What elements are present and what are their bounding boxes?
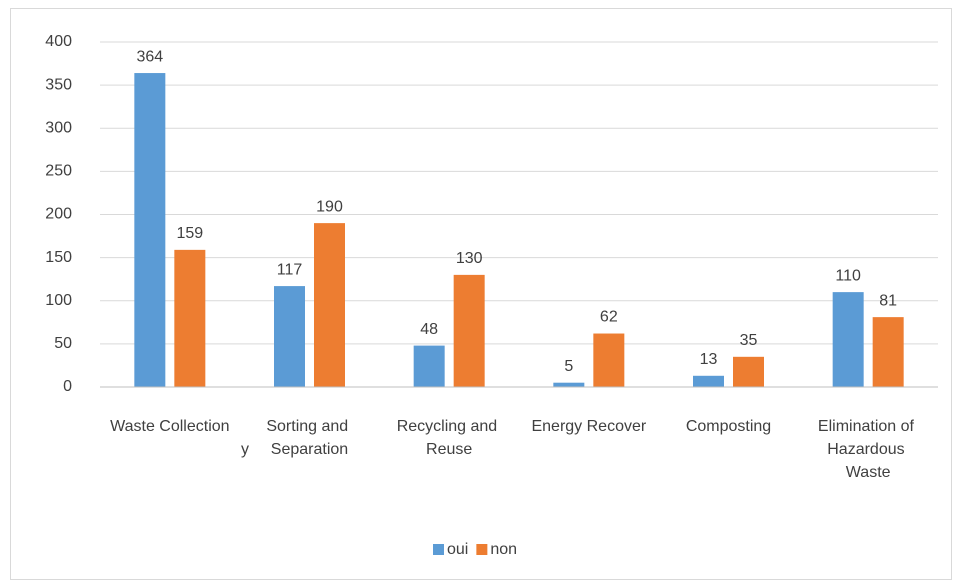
data-label: 35 [740,332,758,349]
bar [314,223,345,387]
x-tick-label-line: Reuse [426,441,472,458]
y-tick-label: 400 [45,33,72,50]
data-label: 5 [564,358,573,375]
bar [733,356,764,387]
bar [693,375,724,387]
bar [553,382,585,387]
data-label: 190 [316,198,343,215]
x-tick-label: Recycling and Reuse [397,418,502,458]
legend-label: oui [447,541,468,558]
x-tick-label-line: Hazardous [827,441,909,458]
data-label: 62 [600,309,618,326]
data-label: 364 [136,48,163,65]
x-tick-label-line: Waste [846,464,891,481]
annotation: y [241,441,249,458]
data-label: 81 [879,292,897,309]
x-tick-label-line: Composting [686,418,771,435]
bar [593,333,625,387]
x-tick-label-line: Recycling and [397,418,502,435]
bar [872,317,904,387]
x-tick-label-line: Waste Collection [110,418,229,435]
x-tick-label-line: Sorting and [266,418,352,435]
legend-label: non [490,541,517,558]
x-tick-label-line: Separation [271,441,348,458]
bar [832,292,864,387]
data-label: 159 [176,225,203,242]
data-label: 130 [456,250,483,267]
data-label: 110 [835,267,861,284]
y-tick-label: 0 [63,378,72,395]
y-tick-label: 300 [45,119,72,136]
legend-swatch [476,544,488,555]
y-tick-label: 350 [45,76,72,93]
y-tick-label: 100 [45,292,72,309]
bar [413,345,445,387]
y-tick-label: 200 [45,206,72,223]
bar [134,73,166,388]
y-tick-label: 150 [45,249,72,266]
data-label: 48 [420,321,438,338]
y-tick-label: 50 [54,335,72,352]
data-label: 13 [700,351,718,368]
bar [174,249,206,387]
data-label: 117 [277,261,303,278]
bar [453,274,485,387]
bar [274,286,305,387]
legend-swatch [433,544,444,555]
x-tick-label: Elimination of Hazardous Waste [818,418,919,481]
x-tick-label-line: Elimination of [818,418,919,435]
x-tick-label: Waste Collection [110,418,229,435]
x-tick-label: Composting [686,418,771,435]
y-tick-label: 250 [45,163,72,180]
x-tick-label: Sorting and Separation [266,418,352,458]
x-tick-label-line: Energy Recover [531,418,646,435]
x-tick-label: Energy Recover [531,418,646,435]
